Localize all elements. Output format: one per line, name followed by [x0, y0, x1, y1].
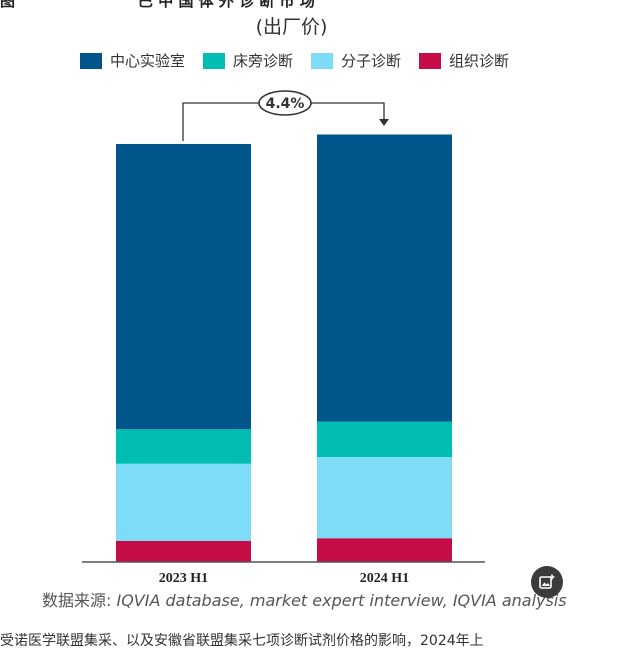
- page-title-fragment: 图 巴 中 国 体 外 诊 断 市 场: [0, 0, 643, 10]
- bar-segment: [317, 421, 452, 457]
- bar-segment: [317, 457, 452, 539]
- x-tick-label: 2024 H1: [360, 571, 409, 586]
- bar-segment: [317, 538, 452, 562]
- bar-segment: [116, 541, 251, 562]
- figure-title: 巴 中 国 体 外 诊 断 市 场: [138, 0, 315, 10]
- figure-label: 图: [0, 0, 16, 10]
- data-source: 数据来源: IQVIA database, market expert inte…: [42, 587, 567, 611]
- chart-legend: 中心实验室 床旁诊断 分子诊断 组织诊断: [80, 50, 527, 71]
- legend-label: 分子诊断: [341, 52, 402, 70]
- growth-label: 4.4%: [266, 96, 305, 112]
- legend-item: 床旁诊断: [203, 50, 293, 71]
- bar-segment: [116, 429, 251, 464]
- bar-segment: [116, 463, 251, 541]
- growth-arrowhead: [379, 119, 389, 126]
- growth-badge: [258, 90, 312, 116]
- x-tick-label: 2023 H1: [159, 571, 208, 586]
- bar-segment: [317, 134, 452, 422]
- legend-label: 组织诊断: [449, 52, 510, 70]
- legend-label: 中心实验室: [110, 52, 186, 70]
- image-plus-icon: [539, 574, 555, 589]
- legend-swatch: [311, 52, 334, 69]
- source-text: IQVIA database, market expert interview,…: [111, 591, 567, 610]
- legend-swatch: [419, 52, 442, 69]
- source-label: 数据来源:: [42, 591, 112, 610]
- add-image-button[interactable]: [531, 566, 563, 598]
- legend-item: 中心实验室: [80, 50, 185, 71]
- bar-segment: [116, 143, 251, 430]
- legend-label: 床旁诊断: [233, 52, 294, 70]
- legend-swatch: [80, 52, 102, 69]
- legend-swatch: [203, 52, 226, 69]
- body-text-fragment: 受诺医学联盟集采、以及安徽省联盟集采七项诊断试剂价格的影响，2024年上: [0, 633, 484, 649]
- legend-item: 分子诊断: [311, 50, 401, 71]
- chart-subtitle: (出厂价): [255, 16, 328, 38]
- legend-item: 组织诊断: [419, 50, 509, 71]
